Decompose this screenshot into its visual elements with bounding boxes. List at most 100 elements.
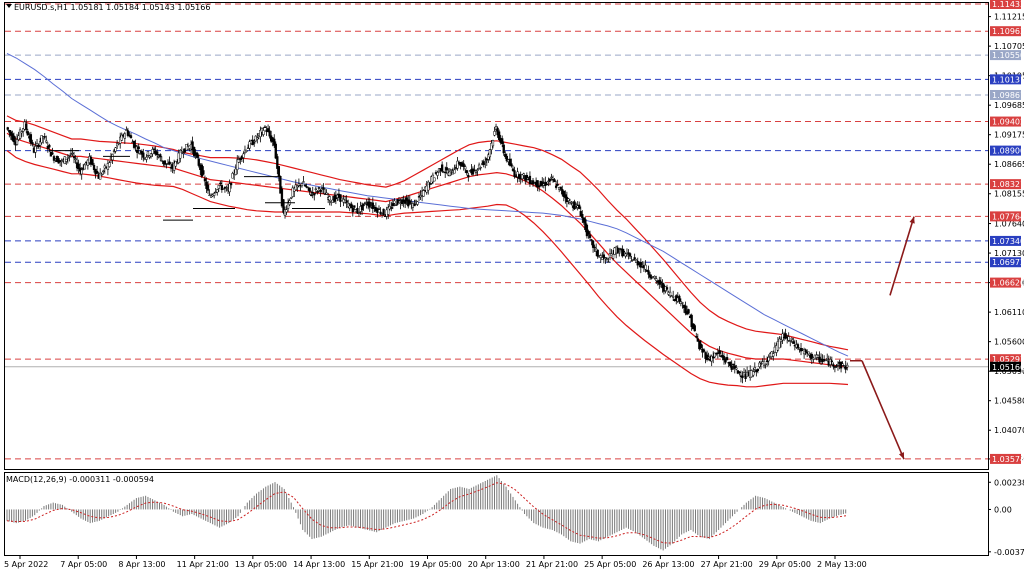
candle (357, 211, 361, 217)
candle (718, 346, 721, 357)
candle (317, 186, 321, 193)
candle (350, 201, 353, 209)
candle (755, 369, 758, 377)
candle (491, 139, 495, 149)
candle (779, 336, 783, 348)
candle (818, 351, 821, 364)
candle (465, 169, 468, 176)
candle (584, 217, 587, 233)
candle (217, 184, 220, 192)
candle (285, 205, 288, 215)
candle (450, 169, 453, 176)
candle (604, 256, 607, 264)
candle (713, 352, 716, 359)
candle (268, 126, 271, 139)
candle (784, 328, 787, 340)
candle (29, 131, 33, 147)
candle (40, 135, 43, 145)
candle (72, 151, 76, 164)
candle (474, 169, 478, 176)
candle (102, 169, 105, 175)
time-tick-label-4: 13 Apr 05:00 (235, 560, 287, 569)
candle (581, 210, 584, 224)
candle (536, 180, 539, 192)
candle (297, 178, 301, 188)
candle (8, 129, 11, 138)
candle (564, 190, 567, 204)
candle (202, 166, 205, 176)
candle (413, 199, 416, 207)
candle (223, 186, 227, 193)
candle (156, 149, 159, 160)
candle (196, 151, 199, 159)
candle (351, 204, 354, 217)
moving-average (6, 52, 849, 357)
candle (303, 183, 307, 187)
candle (229, 182, 233, 189)
price-tick-label-15: 1.04070 (994, 426, 1024, 435)
candle (182, 148, 185, 159)
candle (596, 249, 599, 259)
candle (296, 185, 299, 192)
time-tick-label-3: 11 Apr 21:00 (177, 560, 229, 569)
time-tick-label-8: 20 Apr 13:00 (468, 560, 520, 569)
candle (394, 203, 398, 206)
candle (548, 178, 552, 186)
candle (607, 257, 610, 264)
candle (839, 361, 843, 373)
dropdown-triangle-icon[interactable] (6, 4, 12, 8)
candle (371, 197, 374, 214)
candle (129, 132, 133, 139)
candle (464, 164, 467, 173)
candle (306, 186, 310, 191)
candle (308, 187, 311, 195)
macd-tick-label-0: 0.002387 (994, 478, 1024, 487)
macd-histogram (6, 475, 847, 551)
level-tag-bg-0 (990, 0, 1021, 9)
candle (525, 172, 528, 183)
candle (765, 356, 769, 367)
candle (648, 271, 652, 280)
candle (752, 368, 755, 378)
candle (824, 359, 827, 362)
candle (146, 150, 150, 158)
candle (362, 203, 365, 211)
candle (826, 353, 829, 362)
candle (453, 164, 456, 174)
level-tag-8: 1.07764 (992, 212, 1024, 221)
price-tick-label-6: 1.08665 (994, 160, 1024, 169)
candle (236, 155, 239, 175)
candle (100, 172, 103, 176)
candle (792, 337, 795, 344)
candle (479, 166, 482, 171)
candle (496, 126, 499, 138)
candle (693, 323, 696, 332)
candle (282, 199, 285, 215)
candle (83, 163, 86, 170)
candle (467, 172, 470, 182)
time-tick-label-7: 19 Apr 05:00 (410, 560, 462, 569)
candle (114, 147, 117, 154)
candle (408, 195, 411, 205)
candle (653, 275, 656, 280)
candle (588, 230, 592, 241)
candle (833, 366, 837, 373)
time-tick-label-5: 14 Apr 13:00 (293, 560, 345, 569)
price-tick-label-12: 1.05600 (994, 338, 1024, 347)
time-tick-label-14: 2 May 13:00 (817, 560, 867, 569)
level-tag-10: 1.06972 (992, 258, 1024, 267)
candle (103, 163, 106, 174)
candle (699, 340, 703, 350)
level-tag-7: 1.08321 (992, 180, 1024, 189)
candle (456, 157, 459, 171)
candle (273, 134, 276, 148)
scenario-arrows (850, 216, 915, 460)
candle (225, 185, 228, 192)
candle (804, 348, 807, 356)
candle (678, 294, 681, 304)
level-tags: 1.11433 1.10963 1.10550 1.10131 1.09861 1.094… (990, 0, 1024, 464)
candle (605, 257, 609, 262)
candle (52, 154, 56, 164)
candle (448, 168, 451, 177)
time-tick-label-1: 7 Apr 05:00 (60, 560, 107, 569)
